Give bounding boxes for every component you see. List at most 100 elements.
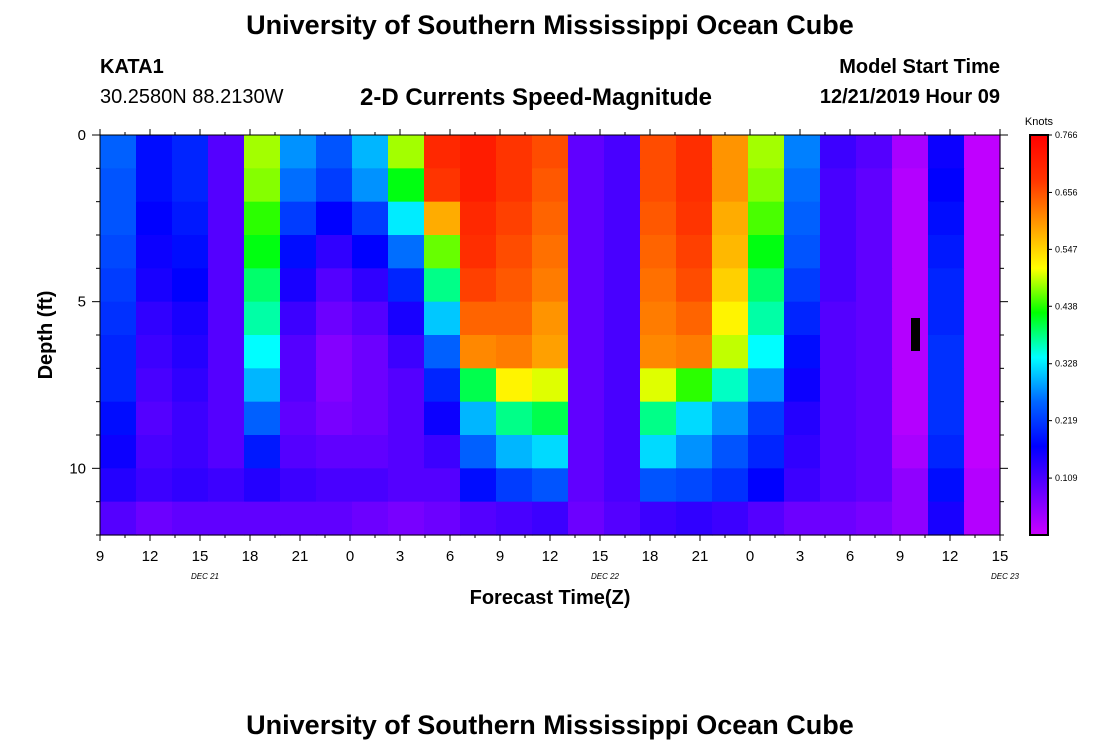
heatmap-cell bbox=[964, 501, 1001, 536]
heatmap-cell bbox=[712, 235, 749, 269]
heatmap-cell bbox=[316, 401, 353, 436]
heatmap-cell bbox=[208, 268, 245, 303]
heatmap-cell bbox=[748, 168, 785, 203]
heatmap-cell bbox=[388, 435, 425, 469]
heatmap-cell bbox=[892, 235, 929, 269]
heatmap-cell bbox=[352, 468, 389, 503]
heatmap-cell bbox=[352, 201, 389, 236]
heatmap-cell bbox=[316, 201, 353, 236]
heatmap-cell bbox=[928, 268, 965, 303]
heatmap-cell bbox=[244, 268, 281, 303]
heatmap-cell bbox=[460, 268, 497, 303]
heatmap-cell bbox=[604, 468, 641, 503]
heatmap-cell bbox=[820, 268, 857, 303]
heatmap-cell bbox=[928, 201, 965, 236]
heatmap-cell bbox=[784, 268, 821, 303]
heatmap-cell bbox=[568, 301, 605, 336]
heatmap-cell bbox=[856, 501, 893, 536]
heatmap-cell bbox=[388, 468, 425, 503]
colorbar-label: Knots bbox=[1025, 116, 1054, 128]
heatmap-cell bbox=[244, 168, 281, 203]
heatmap-cell bbox=[676, 135, 713, 169]
heatmap-cell bbox=[964, 268, 1001, 303]
x-axis: 9 12 15 18 21 0 3 6 9 12 15 18 21 0 3 6 9 12 15 DEC 21 DEC 2… bbox=[96, 129, 1020, 581]
heatmap-cell bbox=[676, 168, 713, 203]
heatmap-cell bbox=[604, 235, 641, 269]
heatmap-cell bbox=[208, 335, 245, 369]
heatmap-cell bbox=[568, 468, 605, 503]
heatmap-cell bbox=[748, 201, 785, 236]
heatmap-cell bbox=[172, 168, 209, 203]
heatmap-cell bbox=[100, 235, 137, 269]
x-tick-label: 3 bbox=[796, 548, 804, 565]
heatmap-cell bbox=[208, 201, 245, 236]
chart-subtitle: 2-D Currents Speed-Magnitude bbox=[360, 84, 713, 111]
heatmap-cell bbox=[640, 301, 677, 336]
heatmap-cell bbox=[820, 335, 857, 369]
colorbar-tick-label: 0.109 bbox=[1055, 473, 1078, 483]
heatmap-cell bbox=[352, 268, 389, 303]
heatmap-cell bbox=[748, 401, 785, 436]
heatmap-cell bbox=[388, 235, 425, 269]
heatmap-cell bbox=[460, 301, 497, 336]
heatmap-cell bbox=[820, 135, 857, 169]
heatmap-cell bbox=[136, 335, 173, 369]
heatmap-cell bbox=[136, 501, 173, 536]
heatmap-cell bbox=[676, 501, 713, 536]
heatmap-cell bbox=[172, 401, 209, 436]
heatmap-cell bbox=[856, 435, 893, 469]
heatmap-cell bbox=[820, 435, 857, 469]
heatmap-cell bbox=[784, 235, 821, 269]
heatmap-cell bbox=[640, 368, 677, 403]
heatmap-cell bbox=[388, 501, 425, 536]
heatmap-cell bbox=[280, 435, 317, 469]
heatmap-cell bbox=[964, 468, 1001, 503]
heatmap-cell bbox=[712, 201, 749, 236]
heatmap-cell bbox=[784, 468, 821, 503]
heatmap-cell bbox=[424, 301, 461, 336]
heatmap-cell bbox=[136, 168, 173, 203]
heatmap-cell bbox=[388, 268, 425, 303]
heatmap-cell bbox=[928, 401, 965, 436]
heatmap-cell bbox=[460, 368, 497, 403]
date-label: DEC 22 bbox=[591, 572, 620, 581]
x-tick-label: 21 bbox=[292, 548, 309, 565]
heatmap-cell bbox=[100, 268, 137, 303]
heatmap-cell bbox=[352, 335, 389, 369]
heatmap-cell bbox=[316, 435, 353, 469]
heatmap-cell bbox=[244, 301, 281, 336]
heatmap-cell bbox=[640, 401, 677, 436]
heatmap-cell bbox=[928, 435, 965, 469]
heatmap-cell bbox=[748, 501, 785, 536]
heatmap-cell bbox=[928, 135, 965, 169]
heatmap-cell bbox=[568, 135, 605, 169]
heatmap-cell bbox=[424, 335, 461, 369]
x-tick-label: 6 bbox=[846, 548, 854, 565]
heatmap-cell bbox=[100, 435, 137, 469]
heatmap-cell bbox=[604, 401, 641, 436]
heatmap-cell bbox=[964, 235, 1001, 269]
heatmap-cell bbox=[568, 368, 605, 403]
heatmap-cell bbox=[496, 168, 533, 203]
heatmap-cell bbox=[532, 168, 569, 203]
heatmap-cell bbox=[568, 235, 605, 269]
heatmap-cell bbox=[748, 468, 785, 503]
heatmap-cell bbox=[496, 368, 533, 403]
colorbar-tick-label: 0.547 bbox=[1055, 244, 1078, 254]
heatmap-cell bbox=[856, 368, 893, 403]
heatmap-cell bbox=[640, 235, 677, 269]
heatmap-cell bbox=[604, 201, 641, 236]
heatmap-cell bbox=[388, 401, 425, 436]
heatmap-cell bbox=[352, 501, 389, 536]
heatmap-cell bbox=[460, 235, 497, 269]
heatmap-cell bbox=[244, 501, 281, 536]
heatmap-cell bbox=[460, 168, 497, 203]
x-axis-label: Forecast Time(Z) bbox=[470, 587, 631, 609]
heatmap-cell bbox=[460, 335, 497, 369]
x-tick-label: 12 bbox=[542, 548, 559, 565]
heatmap-cell bbox=[244, 135, 281, 169]
x-tick-label: 6 bbox=[446, 548, 454, 565]
heatmap-cell bbox=[172, 201, 209, 236]
heatmap-cell bbox=[316, 135, 353, 169]
